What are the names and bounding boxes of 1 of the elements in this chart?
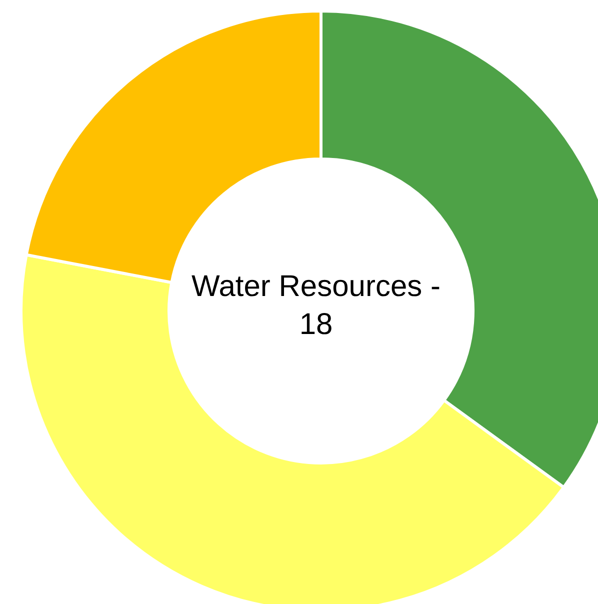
- text: Water Resources - 18: [190, 269, 442, 343]
